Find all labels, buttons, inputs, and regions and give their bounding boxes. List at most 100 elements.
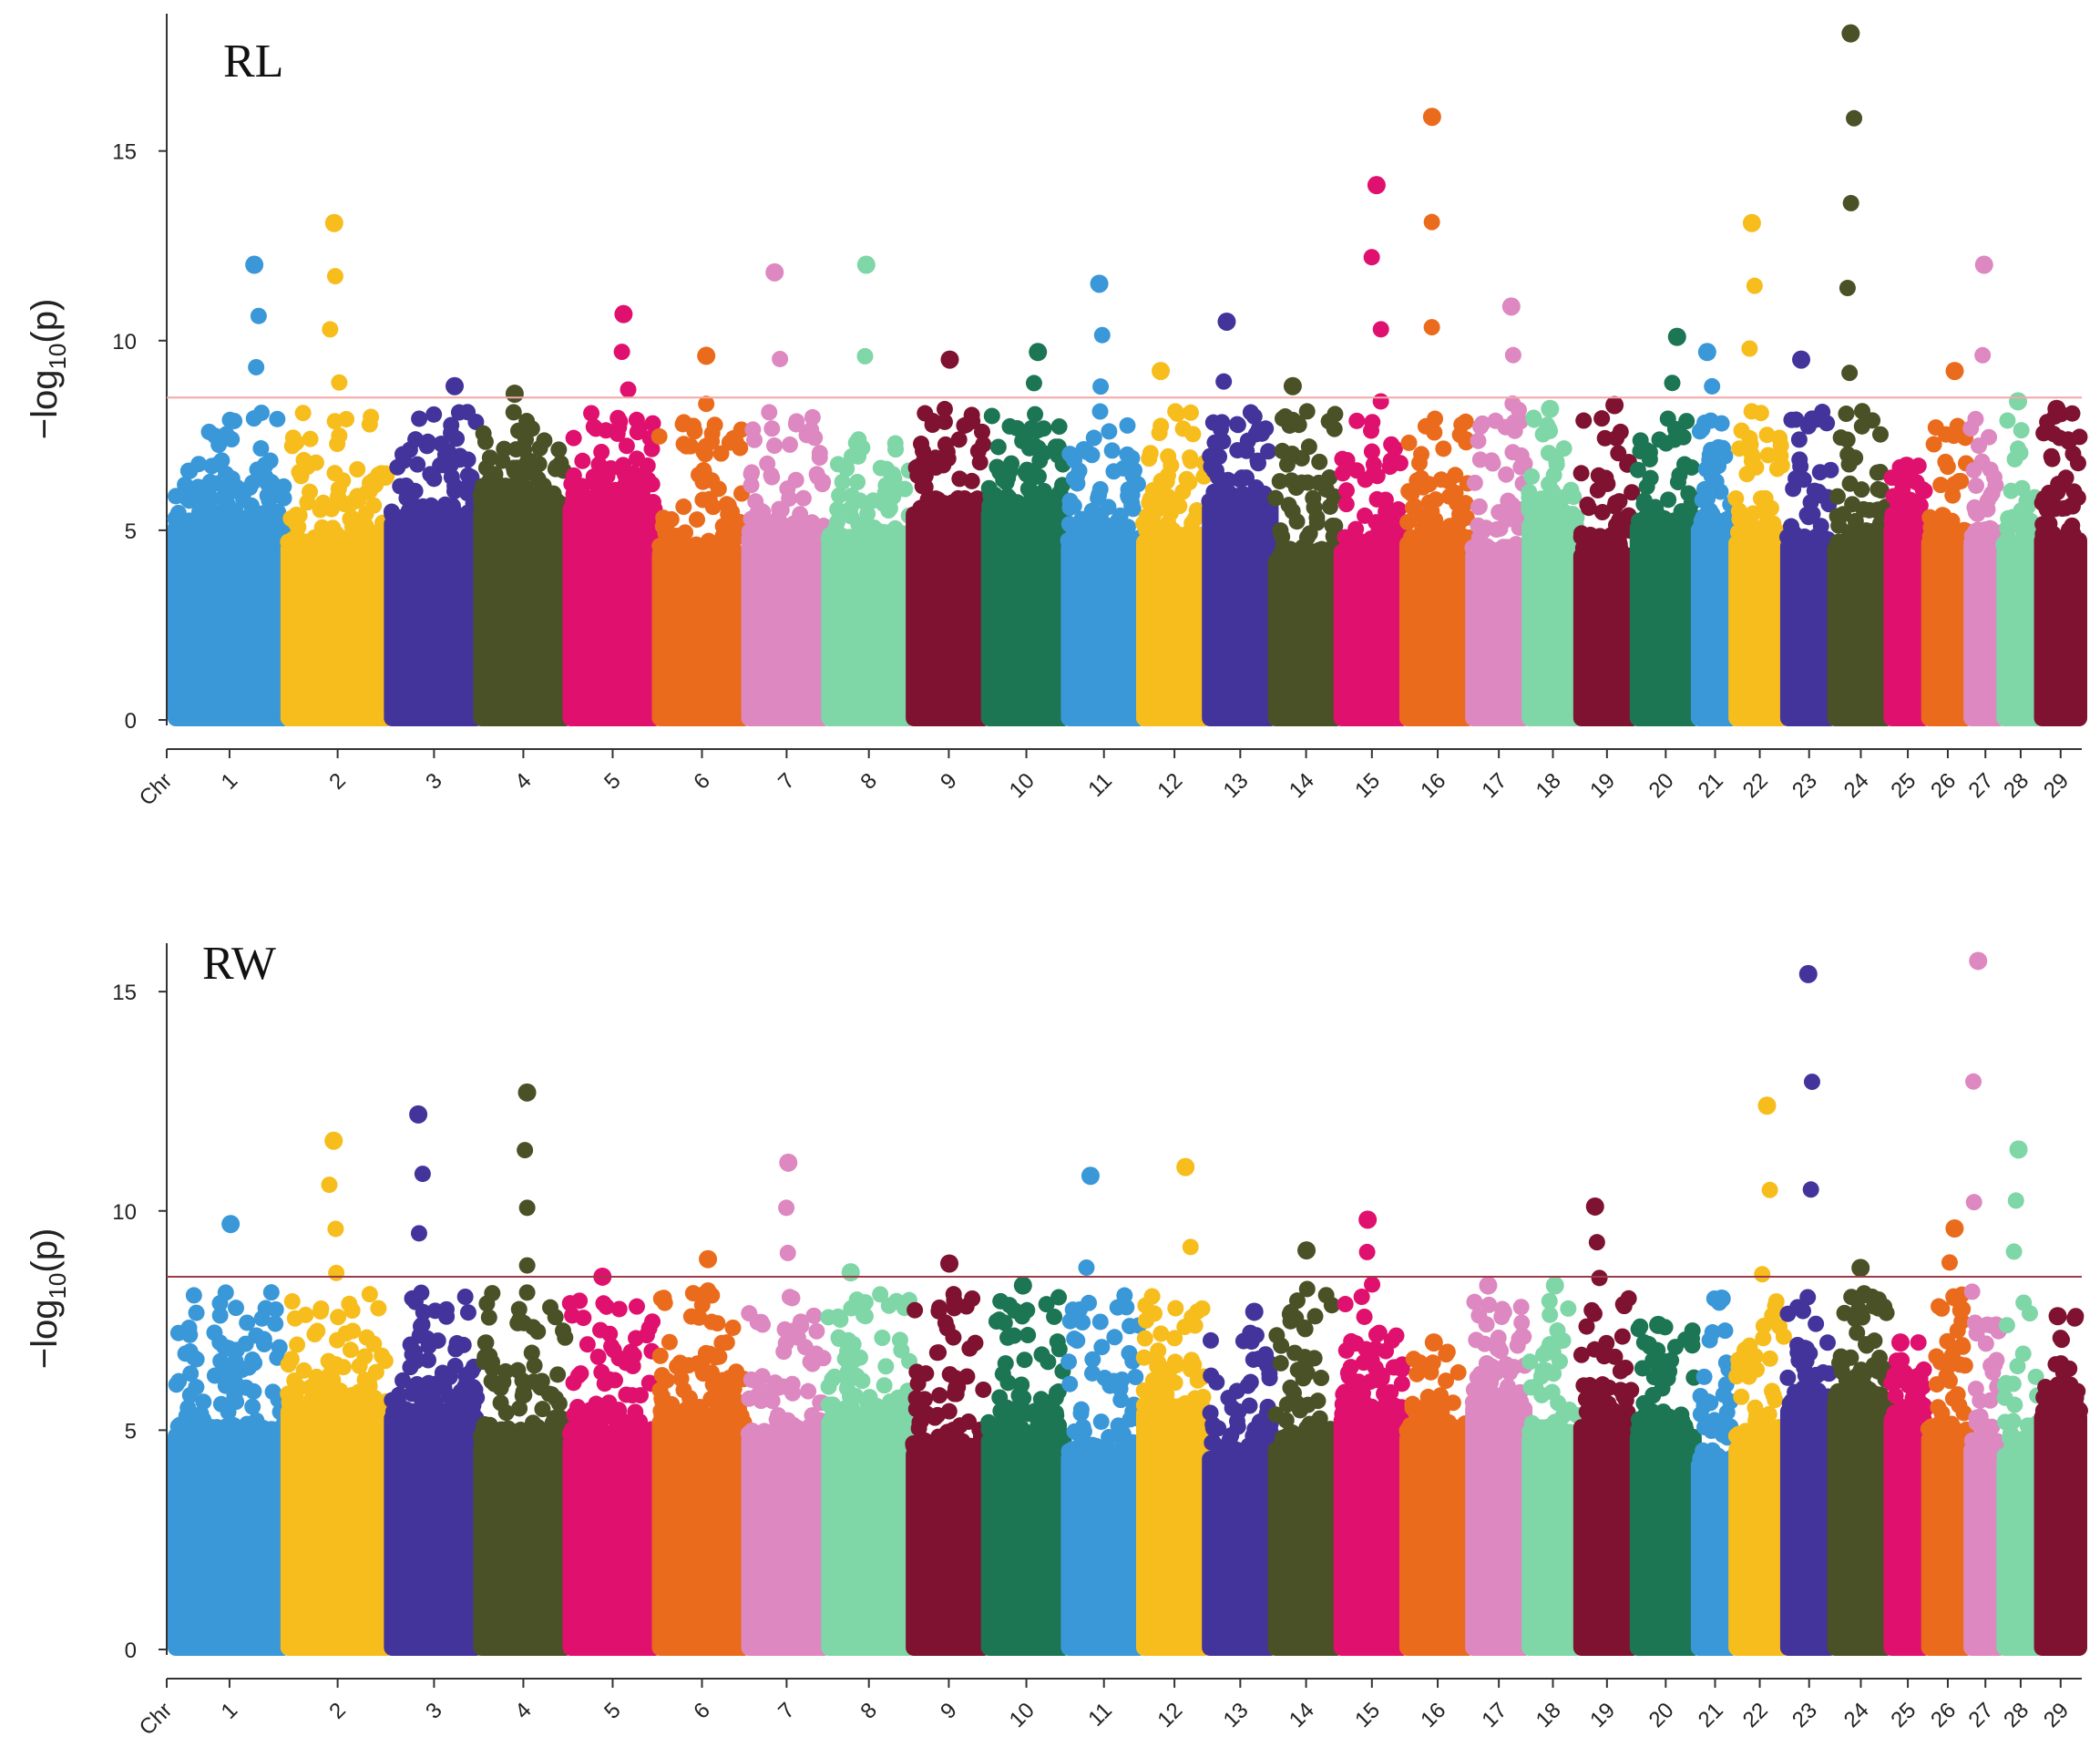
snp-point <box>1560 1300 1577 1317</box>
snp-point <box>168 1376 185 1393</box>
snp-point <box>951 470 968 488</box>
panel-title: RL <box>223 36 283 87</box>
snp-point <box>1074 1314 1091 1331</box>
snp-point <box>446 509 463 526</box>
snp-point <box>1630 512 1647 529</box>
snp-point <box>652 1403 670 1420</box>
snp-point <box>1478 1316 1495 1333</box>
chromosome-26-base <box>1921 1431 1975 1656</box>
snp-point <box>1092 1413 1110 1431</box>
chromosome-18-base <box>1521 517 1584 726</box>
chromosome-13-points <box>1201 312 1279 726</box>
snp-point <box>1500 492 1517 509</box>
snp-point <box>1996 1377 2013 1394</box>
snp-point <box>1998 1317 2015 1334</box>
snp-point <box>1116 1287 1133 1304</box>
snp-point <box>1340 1384 1357 1402</box>
snp-point <box>435 1380 453 1397</box>
snp-point <box>747 493 764 510</box>
snp-point <box>1951 1356 1969 1373</box>
snp-point <box>907 1390 925 1407</box>
snp-point <box>1968 1414 1985 1432</box>
snp-point <box>1963 1283 1981 1300</box>
snp-point <box>1761 1350 1778 1367</box>
snp-point <box>1060 531 1077 549</box>
snp-point <box>413 1284 430 1301</box>
snp-point <box>1746 529 1763 546</box>
snp-point <box>1298 403 1316 420</box>
snp-point <box>679 1403 696 1421</box>
x-axis-label: Chr <box>135 768 177 810</box>
snp-point <box>1644 1351 1662 1369</box>
snp-point <box>1521 497 1538 514</box>
chromosome-14-base <box>1267 553 1345 726</box>
x-tick-label: 28 <box>1999 768 2033 803</box>
snp-point <box>459 451 476 468</box>
snp-point <box>1966 1314 1983 1331</box>
chromosome-29-base <box>2033 531 2087 726</box>
snp-point <box>294 405 312 422</box>
snp-point <box>945 1329 962 1346</box>
snp-point <box>1932 477 1950 494</box>
snp-point <box>2046 500 2064 518</box>
chromosome-7-points <box>740 1153 833 1656</box>
snp-point <box>1229 442 1246 459</box>
snp-point <box>877 1358 895 1375</box>
snp-point <box>1562 481 1580 498</box>
x-tick-label: 3 <box>421 1698 447 1724</box>
snp-point <box>856 1308 874 1325</box>
snp-point <box>1921 509 1939 526</box>
chromosome-29-points <box>2033 1307 2088 1656</box>
snp-point <box>1393 1375 1410 1392</box>
snp-point <box>1757 1423 1774 1440</box>
snp-point <box>854 530 871 548</box>
snp-point <box>1733 1388 1750 1405</box>
snp-point <box>1173 527 1190 544</box>
snp-point <box>777 1335 794 1352</box>
snp-point <box>1250 1350 1267 1367</box>
lead-snp-chr-22 <box>1742 213 1761 232</box>
snp-point <box>523 420 540 437</box>
snp-point <box>829 500 846 518</box>
x-tick-label: 26 <box>1926 768 1961 803</box>
snp-point <box>805 1307 823 1324</box>
snp-point <box>530 495 548 512</box>
lead-snp-chr-14 <box>1283 376 1302 396</box>
snp-point <box>1149 528 1166 545</box>
snp-point <box>1830 1354 1848 1372</box>
snp-point <box>356 1348 374 1365</box>
snp-point <box>267 1315 284 1332</box>
snp-point <box>1061 492 1079 509</box>
snp-point <box>975 1381 992 1398</box>
x-tick-label: 23 <box>1788 1698 1822 1732</box>
snp-point <box>1704 377 1721 395</box>
chromosome-22-points <box>1727 1096 1792 1656</box>
snp-point <box>492 1394 509 1412</box>
snp-point <box>1938 1367 1955 1384</box>
snp-point <box>1838 534 1855 551</box>
snp-point <box>871 523 888 540</box>
snp-point <box>1521 1353 1539 1371</box>
snp-point <box>996 1403 1013 1420</box>
snp-point <box>1173 1398 1190 1415</box>
snp-point <box>1101 1429 1118 1446</box>
snp-point <box>1968 477 1985 494</box>
snp-point <box>227 1352 244 1370</box>
snp-point <box>1287 479 1305 497</box>
chromosome-7-base <box>741 1432 833 1656</box>
snp-point <box>1298 1280 1316 1298</box>
snp-point <box>1310 474 1327 491</box>
snp-point <box>1178 470 1195 488</box>
snp-point <box>610 1350 628 1367</box>
snp-point <box>1910 1334 1927 1351</box>
snp-point <box>1617 1392 1634 1409</box>
snp-point <box>1800 509 1818 526</box>
snp-point <box>1340 1368 1357 1385</box>
snp-point <box>776 1425 794 1443</box>
x-tick-label: 19 <box>1585 768 1620 803</box>
snp-point <box>861 1389 878 1406</box>
snp-point <box>772 350 789 367</box>
snp-point <box>825 1368 843 1385</box>
snp-point <box>1050 1341 1068 1358</box>
chromosome-24-points <box>1827 1259 1895 1656</box>
